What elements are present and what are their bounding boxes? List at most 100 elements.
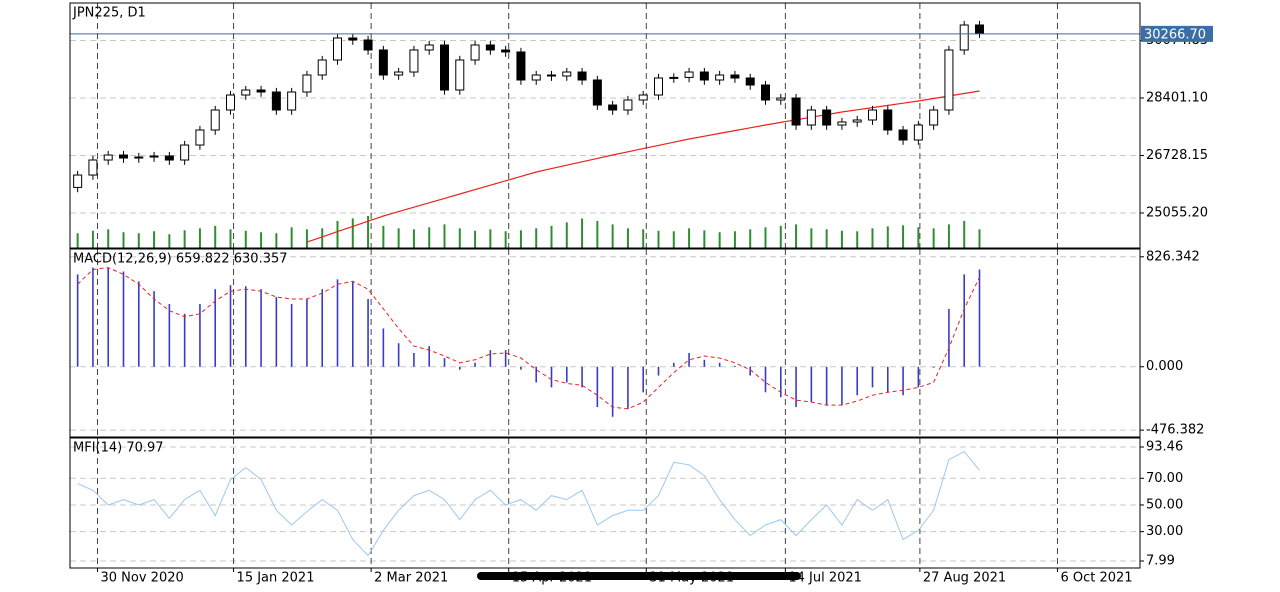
x-tick-label: 15 Apr 2021 <box>512 571 592 586</box>
volume-bar <box>428 227 431 248</box>
candle-body <box>73 174 83 188</box>
volume-bar <box>703 230 706 248</box>
candle-body <box>363 39 373 51</box>
y-tick-label: 0.000 <box>1146 359 1183 374</box>
candle-body <box>180 144 190 161</box>
candle-body <box>333 37 342 61</box>
candle-body <box>241 89 251 96</box>
candle-body <box>317 59 327 76</box>
volume-bar <box>244 230 247 248</box>
volume-bar <box>351 218 354 248</box>
candle-body <box>103 154 113 161</box>
panel: 93.46 70.00 50.00 30.00 7.99 30 Nov 2020 15 Ja… <box>70 438 1183 586</box>
candle-body <box>913 124 923 141</box>
candle-body <box>226 94 235 111</box>
volume-bar <box>581 218 584 248</box>
volume-bar <box>519 230 522 248</box>
x-tick-label: 27 Aug 2021 <box>923 571 1006 586</box>
panel: 826.342 0.000 -476.382 <box>70 249 1204 438</box>
volume-bar <box>917 227 920 248</box>
panel-title: MFI(14) 70.97 <box>73 441 164 456</box>
volume-bar <box>168 234 171 248</box>
volume-bar <box>642 229 645 248</box>
panel-frame <box>69 248 1141 438</box>
y-tick-label: 7.99 <box>1146 553 1175 568</box>
candle-body <box>730 74 740 79</box>
candle-body <box>409 49 419 73</box>
volume-bar <box>504 231 507 248</box>
candle-body <box>531 74 541 81</box>
y-tick-label: 93.46 <box>1146 439 1183 454</box>
y-tick-label: 70.00 <box>1146 471 1183 486</box>
candle-body <box>547 74 556 77</box>
candle-body <box>791 97 801 126</box>
x-tick-label: 2 Mar 2021 <box>374 571 448 586</box>
volume-bar <box>229 229 232 248</box>
candle-body <box>608 104 618 111</box>
volume-bar <box>886 226 889 248</box>
y-tick-label: 28401.10 <box>1146 90 1208 105</box>
signal-line <box>77 267 980 410</box>
candle-body <box>654 77 663 96</box>
candle-body <box>256 89 266 93</box>
y-tick-label: 50.00 <box>1146 497 1183 512</box>
volume-bar <box>305 229 308 248</box>
scrollbar[interactable] <box>477 572 801 580</box>
candle-body <box>577 71 587 81</box>
candle-body <box>455 59 465 91</box>
volume-bar <box>657 230 660 248</box>
volume-bar <box>550 225 553 248</box>
last-price-label: 30266.70 <box>1144 27 1206 42</box>
candle-body <box>119 154 128 159</box>
candle-body <box>761 84 770 101</box>
x-tick-label: 31 May 2021 <box>649 571 734 586</box>
y-tick-label: -476.382 <box>1146 423 1204 438</box>
candle-body <box>806 109 816 126</box>
volume-bar <box>565 222 568 248</box>
candle-body <box>822 109 832 126</box>
volume-bar <box>458 228 461 248</box>
volume-bar <box>840 230 843 248</box>
panel-title: MACD(12,26,9) 659.822 630.357 <box>73 252 288 267</box>
candle-body <box>959 24 969 51</box>
volume-bar <box>76 233 79 248</box>
candle-body <box>210 109 220 131</box>
volume-bar <box>107 229 110 248</box>
x-tick-label: 30 Nov 2020 <box>101 571 184 586</box>
candle-body <box>440 44 449 91</box>
candle-body <box>715 74 725 81</box>
candle-body <box>348 37 358 41</box>
candle-body <box>424 44 434 51</box>
volume-bar <box>137 233 140 248</box>
y-tick-label: 826.342 <box>1146 249 1200 264</box>
candle-body <box>378 49 388 76</box>
candle-body <box>485 44 495 51</box>
candle-body <box>470 44 480 61</box>
candle-body <box>195 129 205 146</box>
volume-bar <box>596 220 599 248</box>
volume-bar <box>183 230 186 248</box>
indicator-line <box>77 450 980 557</box>
volume-bar <box>214 225 217 248</box>
candle-body <box>898 129 908 141</box>
candle-body <box>501 49 511 53</box>
x-tick-label: 14 Jul 2021 <box>788 571 862 586</box>
candle-body <box>149 155 159 158</box>
candle-body <box>592 79 602 106</box>
candle-body <box>623 99 633 111</box>
candle-body <box>699 71 709 81</box>
volume-bar <box>153 231 156 248</box>
volume-bar <box>825 229 828 248</box>
volume-bar <box>91 230 94 248</box>
candle-body <box>134 156 144 159</box>
volume-bar <box>260 232 263 248</box>
volume-bar <box>290 227 293 248</box>
y-tick-label: 30.00 <box>1146 524 1183 539</box>
volume-bar <box>978 229 981 248</box>
volume-bar <box>382 225 385 248</box>
candle-body <box>837 121 847 126</box>
volume-bar <box>688 228 691 248</box>
volume-bar <box>764 227 767 248</box>
